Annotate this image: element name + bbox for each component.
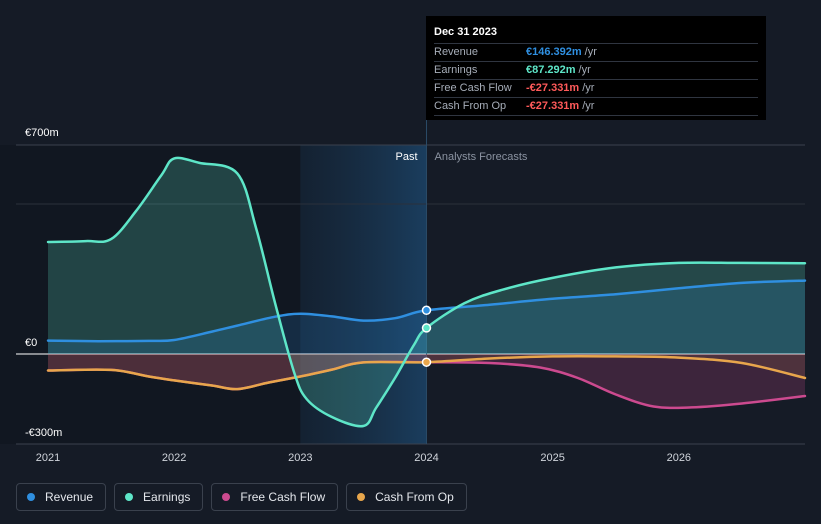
tooltip-row-revenue: Revenue €146.392m/yr bbox=[434, 44, 758, 62]
tooltip-value: €87.292m/yr bbox=[526, 64, 591, 76]
legend-dot-icon bbox=[27, 493, 35, 501]
legend-dot-icon bbox=[357, 493, 366, 501]
x-tick-label: 2026 bbox=[667, 452, 691, 464]
tooltip-label: Earnings bbox=[434, 64, 478, 76]
x-tick-label: 2022 bbox=[162, 452, 186, 464]
legend-dot-icon bbox=[222, 493, 231, 501]
tooltip: Dec 31 2023 Revenue €146.392m/yr Earning… bbox=[426, 16, 766, 120]
cash-from-op-marker bbox=[421, 357, 432, 367]
legend-item-free-cash-flow[interactable]: Free Cash Flow bbox=[211, 483, 339, 511]
y-tick-label: €700m bbox=[25, 127, 59, 139]
earnings-line bbox=[46, 156, 807, 428]
legend-label: Free Cash Flow bbox=[240, 490, 326, 504]
y-tick-label: €0 bbox=[25, 337, 37, 349]
past-label: Past bbox=[395, 151, 417, 163]
x-tick-label: 2024 bbox=[414, 452, 438, 464]
y-tick-label: -€300m bbox=[25, 427, 62, 439]
legend-label: Earnings bbox=[143, 490, 191, 504]
highlight-region bbox=[300, 145, 427, 444]
earnings-marker bbox=[421, 323, 432, 333]
tooltip-row-earnings: Earnings €87.292m/yr bbox=[434, 62, 758, 80]
tooltip-row-cash-from-op: Cash From Op -€27.331m/yr bbox=[434, 98, 758, 116]
tooltip-row-free-cash-flow: Free Cash Flow -€27.331m/yr bbox=[434, 80, 758, 98]
tooltip-value: €146.392m/yr bbox=[526, 46, 597, 58]
tooltip-label: Cash From Op bbox=[434, 100, 507, 112]
forecast-label: Analysts Forecasts bbox=[435, 151, 528, 163]
revenue-marker bbox=[421, 305, 432, 316]
revenue-line bbox=[46, 279, 807, 343]
cash-from-op-line bbox=[46, 354, 807, 391]
tooltip-label: Free Cash Flow bbox=[434, 82, 512, 94]
legend-item-revenue[interactable]: Revenue bbox=[16, 483, 107, 511]
tooltip-value: -€27.331m/yr bbox=[526, 100, 595, 112]
legend-label: Revenue bbox=[45, 490, 94, 504]
x-tick-label: 2023 bbox=[288, 452, 312, 464]
legend-dot-icon bbox=[125, 493, 134, 501]
legend: Revenue Earnings Free Cash Flow Cash Fro… bbox=[16, 483, 467, 511]
cash-from-op-area bbox=[48, 354, 805, 390]
x-tick-label: 2021 bbox=[36, 452, 60, 464]
legend-label: Cash From Op bbox=[375, 490, 454, 504]
revenue-area bbox=[48, 280, 805, 354]
legend-item-earnings[interactable]: Earnings bbox=[114, 483, 204, 511]
earnings-area bbox=[48, 157, 805, 427]
tooltip-value: -€27.331m/yr bbox=[526, 82, 595, 94]
tooltip-label: Revenue bbox=[434, 46, 479, 58]
x-tick-label: 2025 bbox=[540, 452, 564, 464]
tooltip-date: Dec 31 2023 bbox=[434, 24, 758, 44]
legend-item-cash-from-op[interactable]: Cash From Op bbox=[346, 483, 467, 511]
